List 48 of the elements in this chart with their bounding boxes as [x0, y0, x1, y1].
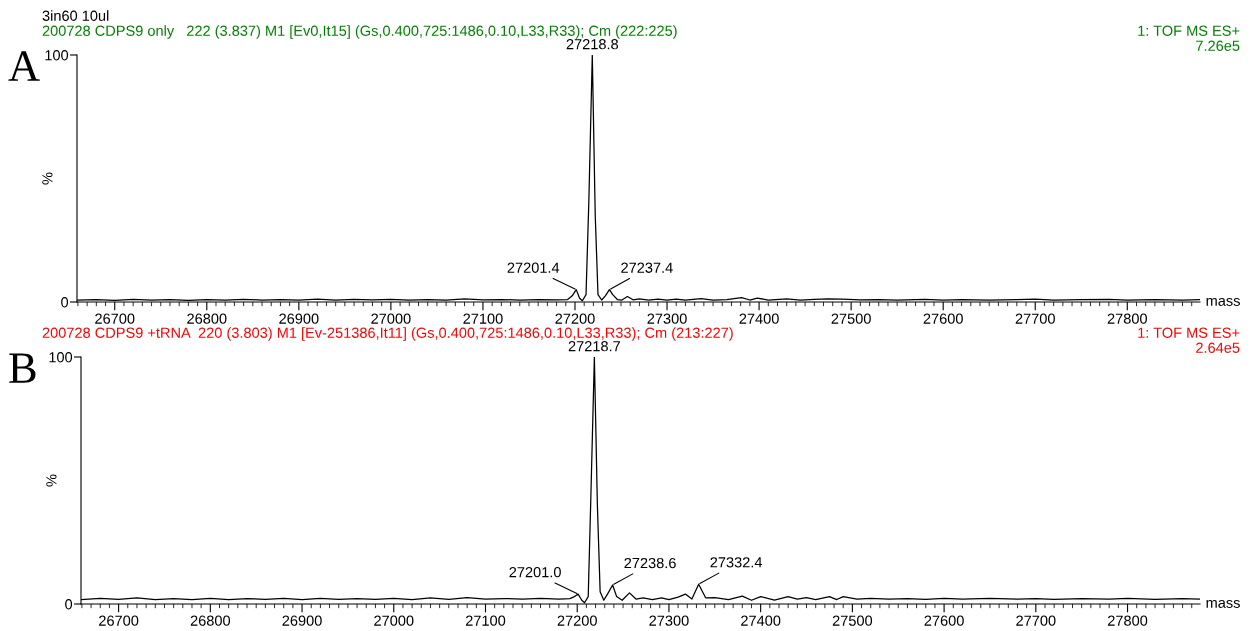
x-tick-label: 27100	[465, 615, 506, 626]
x-tick-label: 27600	[923, 313, 963, 324]
x-tick-label: 26900	[279, 313, 319, 324]
text: 2.64e5	[1196, 342, 1240, 353]
x-tick-label: 26800	[190, 615, 231, 626]
annotation: 27201.4	[507, 262, 560, 273]
x-tick-label: 27800	[1108, 615, 1148, 626]
x-tick-label: 27800	[1107, 313, 1147, 324]
text: A	[8, 51, 40, 81]
x-tick-label: 27500	[832, 615, 873, 626]
y-axis-title: %	[46, 474, 57, 487]
text: 3in60 10ul	[42, 10, 109, 21]
y-axis-title: %	[42, 172, 53, 185]
x-tick-label: 26900	[282, 615, 322, 626]
x-tick-label: 27300	[649, 615, 689, 626]
x-tick-label: 27200	[555, 313, 595, 324]
annotation: 27218.8	[566, 39, 619, 50]
x-tick-label: 27100	[463, 313, 503, 324]
y-tick-label: 100	[45, 50, 69, 61]
x-tick-label: 27400	[741, 615, 781, 626]
text: 1: TOF MS ES+	[1138, 25, 1240, 36]
x-tick-label: 27000	[374, 615, 414, 626]
x-tick-label: 27300	[647, 313, 687, 324]
x-tick-label: 27400	[739, 313, 779, 324]
annotation: 27332.4	[710, 557, 763, 568]
y-tick-label: 100	[49, 352, 73, 363]
annotation: 27201.0	[509, 567, 561, 578]
annotation: 27218.7	[568, 341, 620, 352]
x-tick-label: 27600	[924, 615, 964, 626]
chart-title: 200728 CDPS9 only 222 (3.837) M1 [Ev0,It15] (Gs,0.400,725:1486,0.10,L33,R33); Cm (222:225)	[42, 25, 677, 39]
y-tick-label: 0	[65, 599, 73, 610]
text: B	[9, 353, 36, 383]
x-tick-label: 27700	[1016, 615, 1056, 626]
text: 7.26e5	[1196, 40, 1240, 51]
x-axis-title: mass	[1206, 297, 1240, 306]
x-tick-label: 26800	[187, 313, 227, 324]
y-tick-label: 0	[61, 297, 69, 308]
x-tick-label: 27500	[831, 313, 871, 324]
x-tick-label: 27700	[1015, 313, 1055, 324]
x-axis-title: mass	[1206, 599, 1240, 608]
annotation: 27238.6	[624, 557, 676, 569]
x-tick-label: 26700	[99, 615, 139, 626]
x-tick-label: 26700	[95, 313, 135, 324]
annotation: 27237.4	[621, 262, 673, 273]
x-tick-label: 27200	[557, 615, 597, 626]
chart-title: 200728 CDPS9 +tRNA 220 (3.803) M1 [Ev-251386,It11] (Gs,0.400,725:1486,0.10,L33,R33); Cm (213:227)	[42, 327, 733, 341]
text: 1: TOF MS ES+	[1138, 327, 1240, 338]
x-tick-label: 27000	[371, 313, 411, 324]
